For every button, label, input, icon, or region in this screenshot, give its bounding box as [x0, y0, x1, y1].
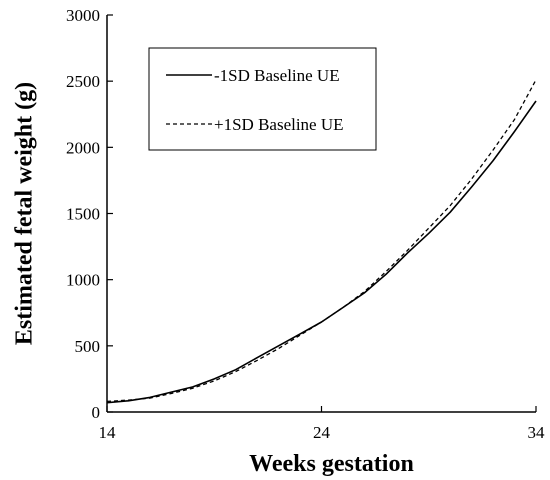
- series-layer: [106, 79, 537, 404]
- y-tick-label: 1500: [66, 205, 100, 224]
- x-axis-ticks: 14 24 34: [99, 406, 546, 442]
- y-axis-title: Estimated fetal weight (g): [12, 82, 38, 345]
- y-tick-label: 1000: [66, 271, 100, 290]
- y-tick-label: 500: [75, 337, 101, 356]
- y-tick-label: 2500: [66, 72, 100, 91]
- legend-label-minus-1sd: -1SD Baseline UE: [214, 66, 340, 85]
- legend: -1SD Baseline UE +1SD Baseline UE: [148, 47, 377, 151]
- y-axis-ticks: 0 500 1000 1500 2000 2500 3000: [66, 6, 113, 422]
- x-tick-label: 14: [99, 423, 117, 442]
- series-line-plus-1sd: [106, 79, 537, 403]
- x-tick-label: 24: [313, 423, 331, 442]
- x-tick-label: 34: [528, 423, 546, 442]
- y-tick-label: 3000: [66, 6, 100, 25]
- x-axis-title: Weeks gestation: [249, 451, 414, 477]
- legend-label-plus-1sd: +1SD Baseline UE: [214, 115, 344, 134]
- legend-box: [148, 47, 377, 151]
- y-tick-label: 2000: [66, 138, 100, 157]
- y-tick-label: 0: [92, 403, 101, 422]
